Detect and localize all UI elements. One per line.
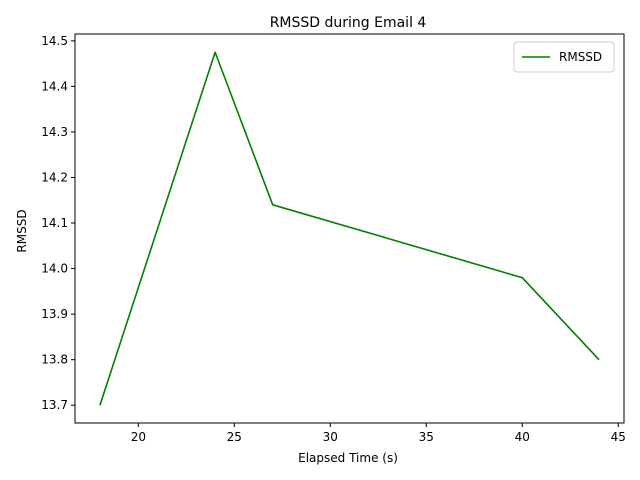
x-tick-label: 40 xyxy=(515,430,530,444)
x-tick-label: 20 xyxy=(131,430,146,444)
legend-entry: RMSSD xyxy=(559,50,602,64)
y-tick-label: 14.2 xyxy=(41,170,68,184)
y-tick-label: 14.5 xyxy=(41,34,68,48)
legend-box xyxy=(513,41,615,73)
x-tick-label: 30 xyxy=(323,430,338,444)
y-tick-label: 13.9 xyxy=(41,307,68,321)
plot-area: 20 25 30 35 40 45 13.7 13.8 13.9 14.0 14.1 14.2 14.3… xyxy=(41,33,626,444)
y-tick-label: 13.8 xyxy=(41,353,68,367)
x-axis-label: Elapsed Time (s) xyxy=(298,451,398,465)
axes-frame xyxy=(74,33,625,424)
y-axis-label: RMSSD xyxy=(15,209,29,252)
x-tick-label: 25 xyxy=(227,430,242,444)
legend: RMSSD xyxy=(513,41,615,73)
y-tick-label: 13.7 xyxy=(41,398,68,412)
y-tick-label: 14.0 xyxy=(41,262,68,276)
x-tick-label: 45 xyxy=(611,430,626,444)
y-tick-label: 14.4 xyxy=(41,79,68,93)
y-tick-label: 14.3 xyxy=(41,125,68,139)
chart-title: RMSSD during Email 4 xyxy=(270,15,427,31)
x-tick-label: 35 xyxy=(419,430,434,444)
y-tick-label: 14.1 xyxy=(41,216,68,230)
